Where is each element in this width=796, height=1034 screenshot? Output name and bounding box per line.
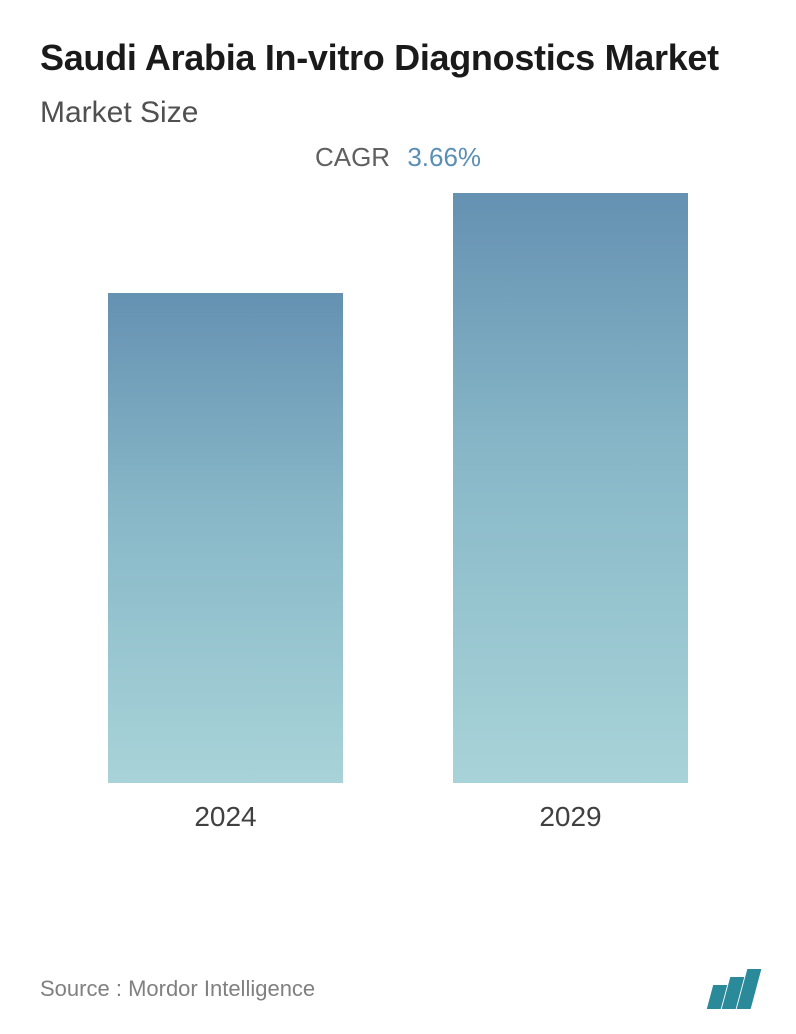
bar-2024 [108,293,343,783]
bar-chart: 2024 2029 [40,203,756,883]
cagr-value: 3.66% [407,142,481,172]
footer: Source : Mordor Intelligence [40,969,756,1009]
source-name: Mordor Intelligence [128,976,315,1001]
chart-title: Saudi Arabia In-vitro Diagnostics Market [40,35,756,80]
bar-label-2024: 2024 [194,801,256,833]
bar-group-2024: 2024 [108,293,343,833]
bar-label-2029: 2029 [539,801,601,833]
source-label: Source : [40,976,122,1001]
chart-subtitle: Market Size [40,96,756,130]
bar-2029 [453,193,688,783]
source-attribution: Source : Mordor Intelligence [40,976,315,1002]
cagr-label: CAGR [315,142,390,172]
bar-group-2029: 2029 [453,193,688,833]
mordor-logo-icon [710,969,756,1009]
cagr-row: CAGR 3.66% [40,142,756,173]
